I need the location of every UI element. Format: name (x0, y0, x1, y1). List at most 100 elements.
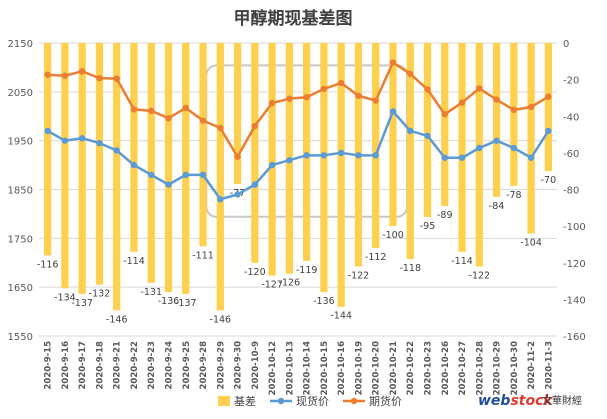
series-point (320, 152, 328, 159)
x-axis-tick-label: 2020-10-19 (354, 341, 364, 395)
watermark-web: webstock (478, 393, 554, 409)
basis-bar-label: -89 (437, 210, 453, 221)
basis-bar (113, 43, 121, 311)
basis-bar (216, 43, 224, 311)
basis-bar (475, 43, 483, 267)
legend-label: 期货价 (369, 394, 402, 408)
series-point (113, 75, 120, 82)
series-point (217, 124, 224, 132)
series-line-现货价 (47, 110, 550, 201)
series-point (458, 99, 466, 106)
left-axis-tick-label: 1750 (8, 234, 33, 245)
series-point (234, 191, 241, 198)
series-point (424, 86, 431, 93)
basis-bar-label: -137 (175, 298, 197, 309)
basis-bar (251, 43, 259, 263)
series-point (199, 117, 207, 124)
series-point (407, 127, 414, 135)
x-axis: 2020-9-15 2020-9-16 2020-9-17 2020-9-18 2020… (44, 341, 555, 395)
basis-bar-label: -70 (541, 175, 557, 186)
x-axis-tick-label: 2020-9-17 (78, 341, 88, 390)
series-point (355, 92, 362, 99)
x-axis-tick-label: 2020-10-13 (285, 341, 295, 395)
basis-bar-labels: -116-134-137-132-146-114-131-136-137-111… (37, 175, 556, 325)
basis-bar (458, 43, 466, 252)
series-point (286, 95, 293, 102)
basis-bar (147, 43, 155, 283)
basis-bar-label: -78 (506, 190, 522, 201)
basis-bar (337, 43, 345, 307)
series-point (234, 153, 241, 160)
series-line-期货价 (47, 61, 550, 159)
basis-bar (130, 43, 138, 252)
series-point (78, 68, 86, 75)
watermark-logo: webstock 文華財經 (478, 393, 582, 409)
series-point (372, 97, 379, 104)
x-axis-tick-label: 2020-10-28 (475, 341, 485, 395)
basis-bar-label: -146 (210, 314, 232, 325)
basis-bar-label: -146 (106, 314, 128, 325)
series-point (303, 94, 310, 101)
legend-label: 基差 (234, 394, 256, 408)
x-axis-tick-label: 2020-10-20 (372, 341, 382, 395)
basis-bar (492, 43, 501, 197)
series-point (251, 181, 259, 188)
chart-title: 甲醇期现基差图 (234, 8, 353, 29)
series-point (372, 152, 379, 159)
x-axis-tick-label: 2020-9-18 (95, 341, 105, 390)
series-point (96, 74, 103, 82)
basis-bar-label: -132 (89, 289, 111, 300)
basis-bars (44, 43, 552, 311)
right-axis-tick-label: -80 (563, 186, 579, 197)
basis-bar (164, 43, 173, 293)
x-axis-tick-label: 2020-10-21 (389, 341, 399, 395)
watermark-brand: 文華財經 (542, 394, 582, 407)
series-point (165, 115, 172, 122)
basis-bar (527, 43, 535, 234)
x-axis-tick-label: 2020-10-29 (493, 341, 503, 395)
series-point (476, 85, 483, 92)
basis-bar (320, 43, 328, 293)
series-point (165, 181, 172, 188)
basis-bar (199, 43, 207, 247)
series-point (527, 103, 535, 111)
series-point (303, 152, 310, 159)
basis-bar-label: -100 (382, 230, 404, 241)
right-axis-tick-label: -100 (563, 222, 586, 233)
legend-label: 现货价 (296, 394, 329, 408)
basis-bar (372, 43, 380, 249)
basis-bar (544, 43, 552, 172)
x-axis-tick-label: 2020-10-15 (320, 341, 330, 395)
series-point (407, 70, 414, 77)
series-point (286, 157, 293, 164)
right-axis-tick-label: -160 (563, 332, 586, 343)
x-axis-tick-label: 2020-9-25 (182, 341, 192, 390)
series-point (199, 171, 207, 179)
x-axis-tick-label: 2020-9-15 (44, 341, 54, 390)
legend-swatch-marker (350, 397, 358, 405)
basis-bar (61, 43, 69, 289)
basis-bar-label: -95 (420, 221, 436, 232)
series-point (61, 72, 69, 79)
legend-swatch-bar (218, 396, 230, 406)
series-point (424, 132, 431, 139)
basis-bar (78, 43, 86, 294)
series-point (545, 127, 552, 135)
x-axis-tick-label: 2020-10-26 (441, 341, 451, 395)
basis-bar-label: -119 (296, 265, 318, 276)
series-point (337, 149, 345, 157)
x-axis-tick-label: 2020-10-22 (406, 341, 416, 395)
right-axis-tick-label: -120 (563, 259, 586, 270)
basis-bar-label: -112 (365, 252, 387, 263)
x-axis-tick-label: 2020-10-30 (510, 341, 520, 395)
left-axis-tick-label: 1850 (8, 186, 33, 197)
series-point (389, 59, 397, 66)
basis-bar (441, 43, 449, 206)
basis-bar (423, 43, 432, 217)
basis-bar-label: -136 (158, 296, 180, 307)
basis-bar (233, 43, 242, 185)
basis-bar (510, 43, 518, 186)
left-axis-tick-label: 1650 (8, 283, 33, 294)
